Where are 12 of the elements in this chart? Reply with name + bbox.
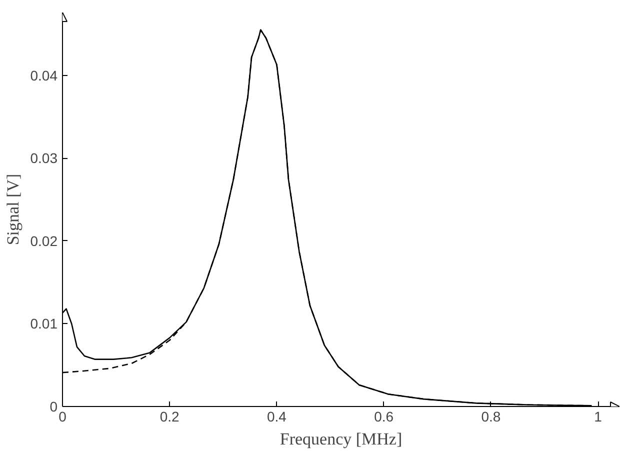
x-tick-label: 0.2	[160, 408, 180, 424]
x-tick-label: 0.4	[267, 408, 287, 424]
x-tick-label: 0.8	[481, 408, 501, 424]
x-tick-label: 1	[594, 408, 602, 424]
y-tick-label: 0	[50, 398, 58, 414]
y-tick-label: 0.03	[30, 150, 58, 166]
y-axis-title: Signal [V]	[3, 174, 22, 246]
y-tick-label: 0.04	[30, 67, 58, 84]
x-tick-label: 0.6	[374, 408, 394, 424]
x-axis-title: Frequency [MHz]	[280, 430, 402, 448]
y-tick-label: 0.01	[30, 316, 58, 332]
y-tick-label: 0.02	[30, 232, 58, 249]
